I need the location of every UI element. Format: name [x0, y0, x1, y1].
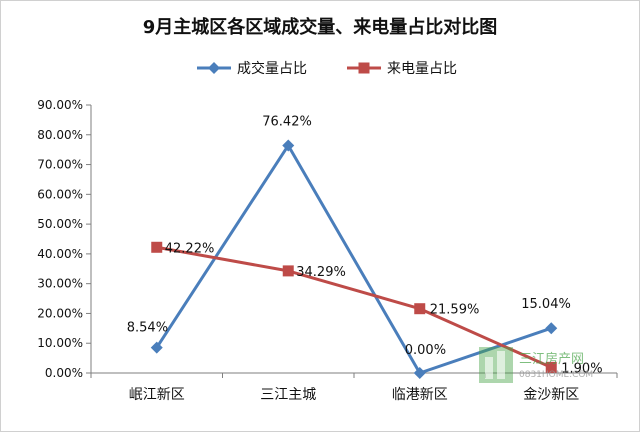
data-point: [282, 265, 294, 277]
chart-title: 9月主城区各区域成交量、来电量占比对比图: [143, 16, 498, 38]
data-label: 0.00%: [405, 343, 446, 358]
watermark-logo-icon: [479, 347, 513, 383]
watermark-logo-icon: [497, 351, 505, 379]
data-labels: 8.54% 76.42% 0.00% 15.04% 42.22% 34.29% 21.59%…: [127, 114, 603, 376]
data-label: 21.59%: [430, 303, 480, 318]
watermark-url: 0831HOME.COM: [519, 370, 593, 380]
x-tick-label: 岷江新区: [129, 387, 185, 403]
legend-label: 成交量占比: [237, 60, 307, 77]
data-label: 42.22%: [165, 241, 215, 256]
data-point: [414, 303, 426, 315]
legend-marker: [208, 62, 220, 74]
y-tick-label: 30.00%: [37, 277, 83, 291]
y-tick-label: 60.00%: [37, 187, 83, 201]
y-tick-label: 20.00%: [37, 306, 83, 320]
legend-label: 来电量占比: [387, 61, 457, 77]
y-tick-label: 40.00%: [37, 247, 83, 261]
data-label: 15.04%: [521, 297, 571, 312]
data-point: [545, 361, 557, 373]
y-tick-label: 50.00%: [37, 217, 83, 231]
x-tick-label: 金沙新区: [523, 387, 579, 403]
data-point: [413, 367, 426, 379]
data-label: 1.90%: [561, 361, 602, 376]
legend: 成交量占比 来电量占比: [197, 60, 457, 77]
data-label: 76.42%: [262, 114, 312, 129]
y-tick-label: 80.00%: [37, 128, 83, 142]
data-point: [151, 241, 163, 253]
series-line: [156, 245, 552, 369]
data-point: [545, 322, 558, 335]
data-point: [282, 139, 295, 152]
x-tick-label: 三江主城: [260, 387, 316, 403]
legend-marker: [358, 62, 370, 74]
watermark-text: 三江房产网: [519, 351, 584, 367]
watermark-logo-icon: [485, 357, 493, 379]
data-label: 34.29%: [296, 265, 346, 280]
data-point: [150, 341, 163, 354]
y-tick-label: 70.00%: [37, 158, 83, 172]
series-layer: [150, 139, 558, 379]
y-tick-label: 0.00%: [45, 366, 83, 380]
watermark: 三江房产网 0831HOME.COM: [479, 347, 593, 383]
data-label: 8.54%: [127, 321, 168, 336]
axes: 0.00% 10.00% 20.00% 30.00% 40.00% 50.00% 60.00…: [37, 98, 618, 403]
series-line: [155, 143, 552, 375]
x-tick-label: 临港新区: [392, 387, 448, 403]
y-tick-label: 10.00%: [37, 336, 83, 350]
y-tick-label: 90.00%: [37, 98, 83, 112]
